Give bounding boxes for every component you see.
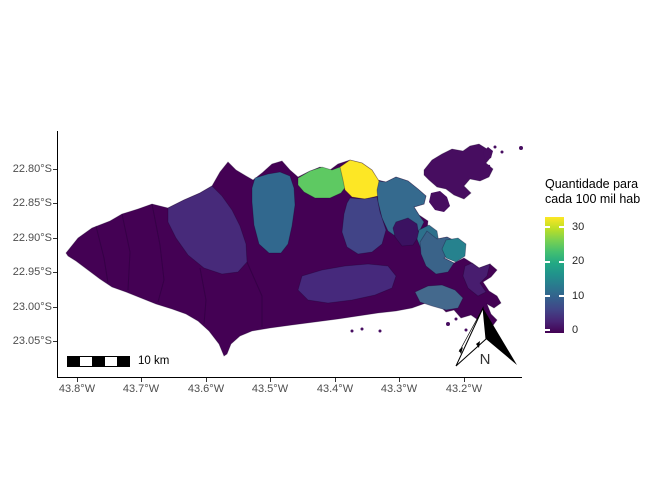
legend-tick-label: 0	[572, 324, 579, 336]
x-tick-label: 43.6°W	[187, 383, 225, 395]
legend-tick-mark	[545, 261, 550, 263]
municipality-map	[65, 143, 523, 357]
map-region-dark-navy	[392, 217, 420, 247]
legend-title-line2: cada 100 mil hab	[545, 192, 641, 206]
scalebar-segment	[92, 357, 105, 366]
map-region-island-governador	[423, 143, 494, 200]
y-axis-line	[57, 131, 58, 377]
scalebar-segment	[80, 357, 93, 366]
map-region-mid-lightpurple	[167, 185, 248, 275]
map-region-island-paqueta	[483, 147, 493, 160]
legend-tick-mark	[559, 226, 564, 228]
x-axis-line	[57, 377, 522, 378]
district-seam	[246, 261, 263, 327]
y-tick-label: 22.85°S	[12, 197, 52, 209]
x-tick-label: 43.4°W	[316, 383, 354, 395]
x-tick-mark	[141, 378, 142, 382]
y-tick-mark	[53, 341, 57, 342]
x-tick-mark	[335, 378, 336, 382]
x-tick-label: 43.5°W	[251, 383, 289, 395]
x-tick-label: 43.7°W	[122, 383, 160, 395]
north-arrow-icon	[455, 306, 517, 367]
map-region-bluepurple	[341, 196, 387, 255]
legend-tick-mark	[545, 295, 550, 297]
legend-title-line1: Quantidade para	[545, 177, 639, 191]
scalebar-segment	[104, 357, 117, 366]
legend-tick-mark	[545, 329, 550, 331]
x-tick-mark	[77, 378, 78, 382]
scalebar-segment	[116, 357, 130, 366]
x-tick-label: 43.3°W	[380, 383, 418, 395]
x-tick-mark	[399, 378, 400, 382]
map-region-island-fundao	[429, 191, 450, 212]
district-seam	[95, 225, 109, 284]
x-tick-mark	[270, 378, 271, 382]
x-tick-label: 43.2°W	[445, 383, 483, 395]
y-tick-mark	[53, 169, 57, 170]
islet-dots	[350, 145, 523, 333]
map-region-southzone-blue	[414, 284, 464, 311]
north-arrow-label: N	[479, 351, 491, 368]
map-region-south-band	[297, 263, 397, 304]
y-tick-label: 22.90°S	[12, 232, 52, 244]
legend-tick-mark	[559, 295, 564, 297]
y-tick-label: 22.80°S	[12, 163, 52, 175]
scalebar-icon	[67, 356, 130, 367]
y-tick-mark	[53, 307, 57, 308]
x-tick-label: 43.8°W	[58, 383, 96, 395]
district-seam	[151, 203, 165, 303]
x-tick-mark	[206, 378, 207, 382]
legend-tick-mark	[545, 226, 550, 228]
scalebar-label: 10 km	[138, 355, 170, 367]
legend-tick-label: 30	[572, 221, 585, 233]
y-tick-mark	[53, 203, 57, 204]
map-region-centro-teal	[441, 237, 467, 263]
legend-tick-label: 20	[572, 255, 585, 267]
x-tick-mark	[464, 378, 465, 382]
y-tick-label: 23.00°S	[12, 301, 52, 313]
map-region-teal-tall	[251, 171, 296, 254]
district-seam	[121, 213, 131, 291]
legend-colorbar	[545, 217, 564, 333]
legend-tick-label: 10	[572, 290, 585, 302]
y-tick-mark	[53, 272, 57, 273]
scalebar-segment	[68, 357, 81, 366]
legend-tick-mark	[559, 261, 564, 263]
legend-title: Quantidade para cada 100 mil hab	[545, 177, 640, 207]
y-tick-label: 23.05°S	[12, 335, 52, 347]
y-tick-mark	[53, 238, 57, 239]
district-seam	[199, 267, 207, 325]
y-tick-label: 22.95°S	[12, 266, 52, 278]
map-region-flamengo	[462, 262, 491, 297]
